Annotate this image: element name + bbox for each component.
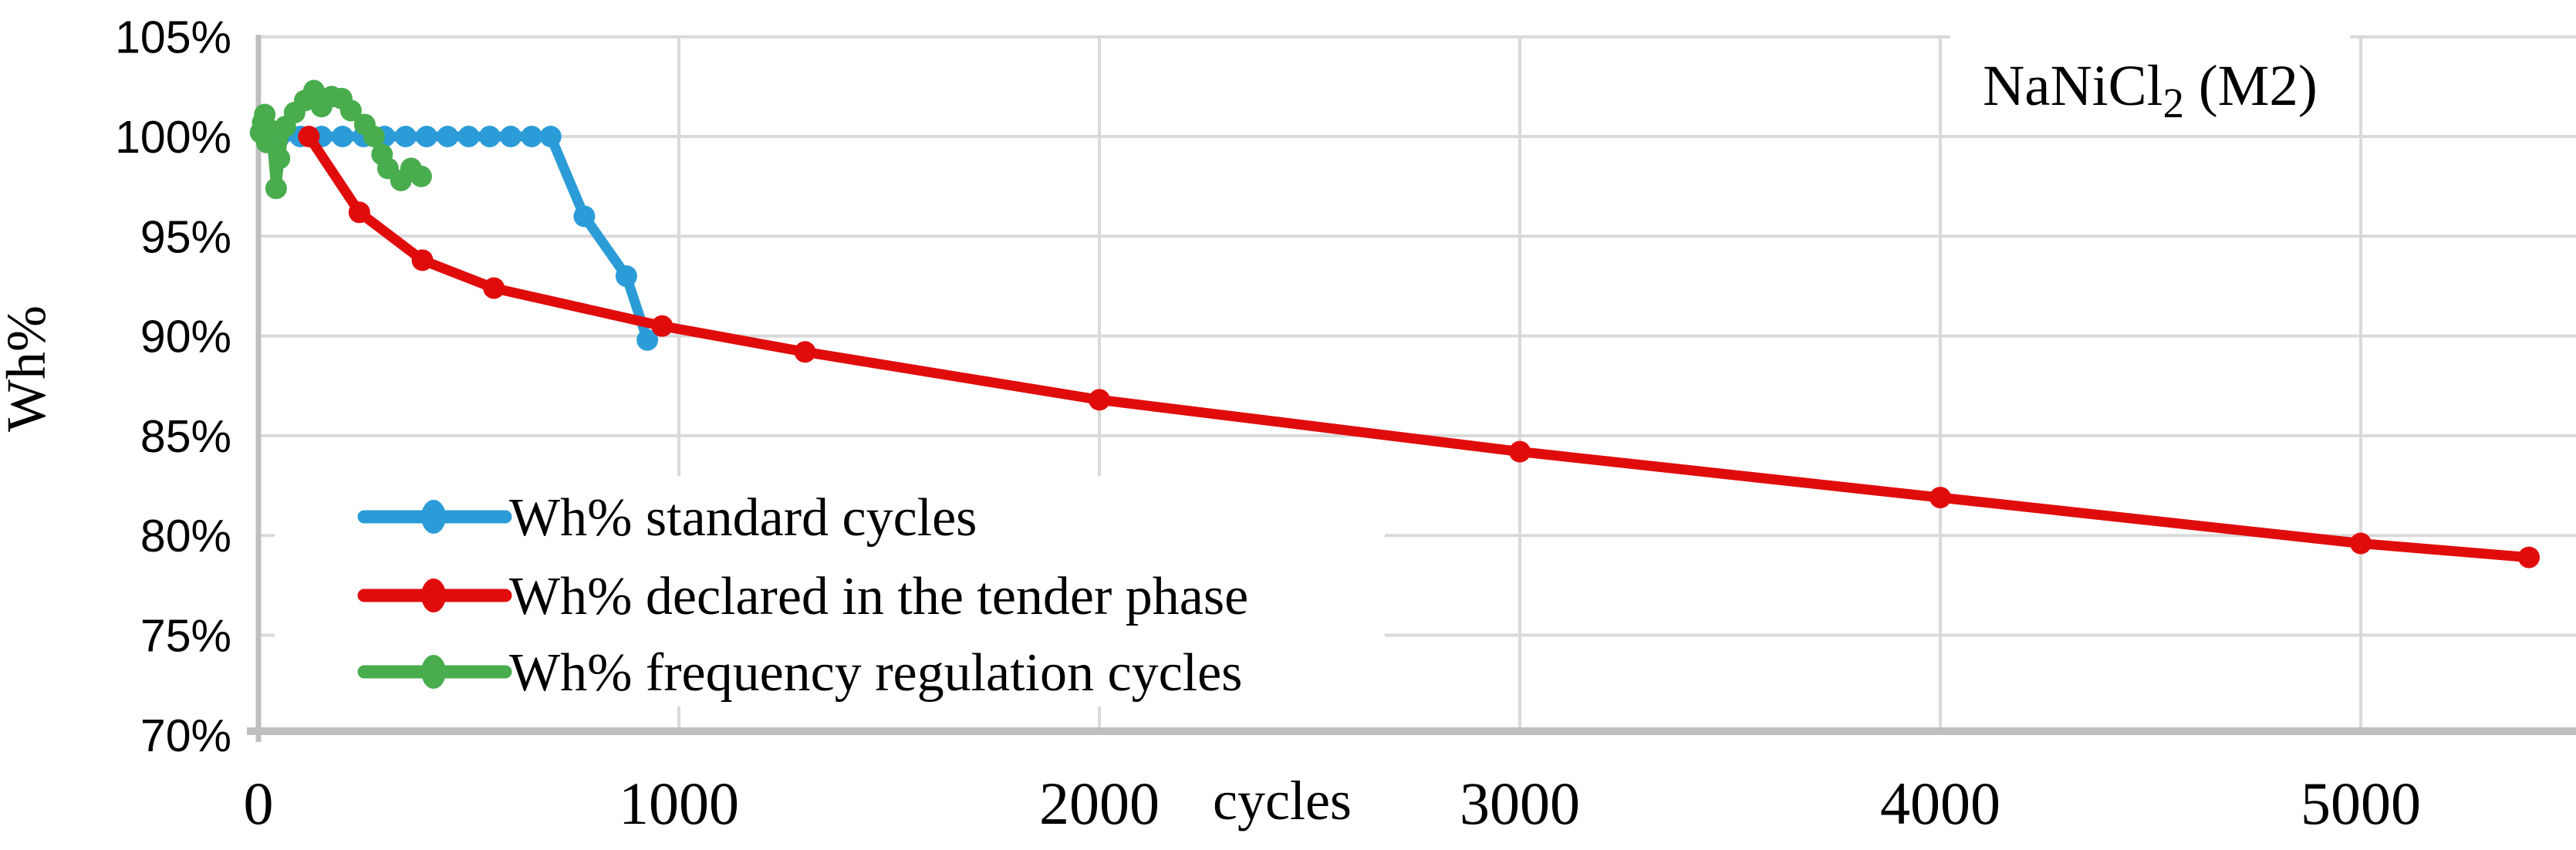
- y-tick-label-90: 90%: [140, 312, 231, 363]
- data-point-series-0: [539, 126, 562, 147]
- data-point-series-2: [268, 147, 291, 170]
- chart-title: NaNiCl2 (M2): [1983, 54, 2318, 126]
- data-point-series-1: [1509, 440, 1531, 463]
- plot-area: 105% 100% 95% 90% 85% 80% 75% 70% 0 1000 2000 3000 4…: [115, 12, 2576, 837]
- y-tick-label-80: 80%: [140, 511, 231, 562]
- y-tick-label-105: 105%: [115, 12, 231, 63]
- y-tick-label-95: 95%: [140, 211, 231, 262]
- data-point-series-0: [615, 265, 637, 288]
- data-point-series-1: [794, 341, 816, 363]
- legend-marker-2: [421, 655, 446, 689]
- y-tick-label-75: 75%: [140, 611, 231, 662]
- data-point-series-2: [363, 126, 385, 147]
- y-tick-label-85: 85%: [140, 411, 231, 462]
- data-point-series-1: [1929, 487, 1951, 509]
- legend-label-declared-tender: Wh% declared in the tender phase: [509, 567, 1248, 626]
- data-point-series-0: [394, 126, 417, 147]
- y-axis-title: Wh%: [0, 305, 57, 432]
- data-point-series-2: [410, 165, 432, 187]
- data-point-series-0: [521, 126, 543, 147]
- legend-label-standard-cycles: Wh% standard cycles: [509, 488, 977, 548]
- legend-label-frequency-regulation: Wh% frequency regulation cycles: [509, 643, 1242, 703]
- x-tick-label-4000: 4000: [1880, 770, 2000, 837]
- x-tick-label-5000: 5000: [2301, 770, 2421, 837]
- x-tick-label-0: 0: [244, 770, 274, 837]
- legend-marker-0: [421, 500, 446, 534]
- data-point-series-1: [651, 315, 674, 337]
- data-point-series-0: [573, 205, 596, 228]
- data-point-series-1: [1089, 389, 1110, 411]
- data-point-series-2: [339, 100, 362, 122]
- x-tick-label-2000: 2000: [1039, 770, 1160, 837]
- data-point-series-1: [348, 201, 370, 224]
- y-tick-label-70: 70%: [140, 710, 231, 761]
- data-point-series-0: [500, 126, 522, 147]
- data-point-series-2: [265, 177, 287, 200]
- data-point-series-0: [636, 329, 659, 351]
- data-point-series-1: [483, 277, 505, 299]
- x-axis-title: cycles: [1213, 770, 1352, 831]
- data-point-series-0: [332, 126, 353, 147]
- data-point-series-1: [298, 126, 320, 147]
- data-point-series-1: [2350, 532, 2372, 555]
- data-point-series-0: [416, 126, 437, 147]
- y-tick-label-100: 100%: [115, 112, 231, 163]
- data-point-series-0: [437, 126, 459, 147]
- x-tick-label-1000: 1000: [619, 770, 739, 837]
- x-tick-label-3000: 3000: [1460, 770, 1580, 837]
- data-point-series-1: [2518, 546, 2540, 568]
- chart-title-background: [1950, 35, 2350, 126]
- data-point-series-0: [478, 126, 501, 147]
- data-point-series-0: [457, 126, 480, 147]
- data-point-series-1: [411, 249, 434, 272]
- legend-marker-1: [421, 578, 446, 612]
